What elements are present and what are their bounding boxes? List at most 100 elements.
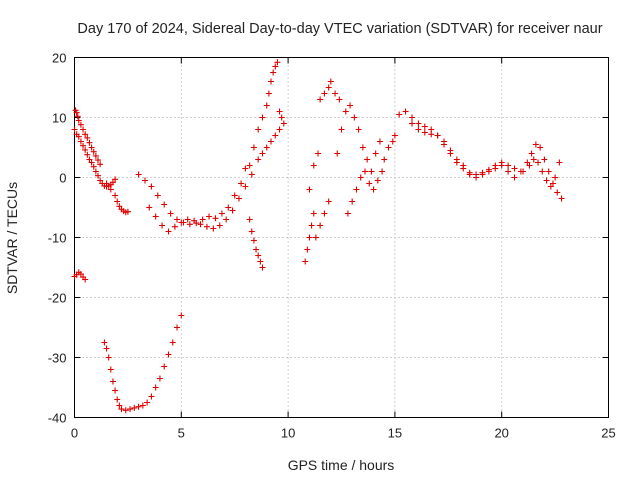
x-tick-label: 15 [388, 426, 402, 441]
data-point [364, 156, 371, 163]
data-point [317, 222, 324, 229]
y-tick-label: -30 [48, 351, 67, 366]
data-point [351, 114, 358, 121]
data-point [229, 207, 236, 214]
data-point [368, 168, 375, 175]
data-point [349, 198, 356, 205]
data-point [272, 132, 279, 139]
data-point [169, 339, 176, 346]
data-point [103, 180, 110, 187]
x-tick-label: 0 [71, 426, 78, 441]
data-point [415, 126, 422, 133]
data-point [197, 221, 204, 228]
series-late-loop-b [526, 156, 563, 190]
data-point [131, 404, 138, 411]
series-high-peak [317, 78, 343, 103]
x-tick-label: 10 [281, 426, 295, 441]
data-point [148, 393, 155, 400]
data-point [135, 171, 142, 178]
data-point [112, 192, 119, 199]
series-pre-noon-rise [246, 59, 281, 169]
data-point [152, 213, 159, 220]
data-point [248, 171, 255, 178]
data-point [184, 216, 191, 223]
data-point [80, 142, 87, 149]
data-point [342, 108, 349, 115]
data-point [94, 157, 101, 164]
data-point [408, 120, 415, 127]
data-point [272, 63, 279, 70]
data-point [276, 108, 283, 115]
data-point [77, 138, 84, 145]
data-point [372, 150, 379, 157]
data-point [167, 210, 174, 217]
data-point [154, 192, 161, 199]
data-point [332, 90, 339, 97]
data-point [148, 183, 155, 190]
data-point [74, 113, 81, 120]
data-point [361, 168, 368, 175]
data-point [376, 138, 383, 145]
data-point [306, 234, 313, 241]
data-point [278, 114, 285, 121]
data-point [528, 150, 535, 157]
data-point [94, 172, 101, 179]
data-point [460, 162, 467, 169]
series-mid-tail [103, 180, 131, 216]
data-point [178, 219, 185, 226]
data-point [116, 402, 123, 409]
data-point [543, 177, 550, 184]
data-point [321, 90, 328, 97]
data-point [71, 126, 78, 133]
data-point [186, 221, 193, 228]
data-point [216, 222, 223, 229]
data-point [306, 186, 313, 193]
data-point [156, 375, 163, 382]
data-point [84, 134, 91, 141]
data-point [235, 195, 242, 202]
data-point [255, 252, 262, 259]
data-point [171, 223, 178, 230]
data-point [124, 208, 131, 215]
series-gap-left [302, 210, 317, 265]
x-axis-label: GPS time / hours [288, 457, 395, 473]
data-point [107, 186, 114, 193]
data-point [88, 144, 95, 151]
data-point [541, 156, 548, 163]
data-point [558, 195, 565, 202]
data-point [547, 183, 554, 190]
data-point [86, 139, 93, 146]
y-tick-label: -40 [48, 411, 67, 426]
data-point [389, 138, 396, 145]
data-point [238, 180, 245, 187]
y-tick-label: 10 [52, 111, 66, 126]
data-point [146, 204, 153, 211]
data-point [242, 165, 249, 172]
data-point [338, 126, 345, 133]
data-point [402, 108, 409, 115]
data-point [535, 159, 542, 166]
data-point [511, 165, 518, 172]
data-point [280, 120, 287, 127]
data-point [385, 144, 392, 151]
data-point [159, 222, 166, 229]
series-pre-noon-low [255, 126, 283, 163]
data-point [246, 162, 253, 169]
data-point [253, 246, 260, 253]
data-point [310, 162, 317, 169]
data-point [248, 228, 255, 235]
data-point [114, 198, 121, 205]
data-point [359, 144, 366, 151]
data-point [408, 114, 415, 121]
y-tick-label: -20 [48, 291, 67, 306]
y-tick-label: 0 [59, 171, 66, 186]
data-point [526, 162, 533, 169]
data-point [103, 345, 110, 352]
data-point [88, 159, 95, 166]
data-point [112, 387, 119, 394]
data-point [90, 148, 97, 155]
data-point [206, 213, 213, 220]
data-point [310, 210, 317, 217]
data-point [84, 151, 91, 158]
